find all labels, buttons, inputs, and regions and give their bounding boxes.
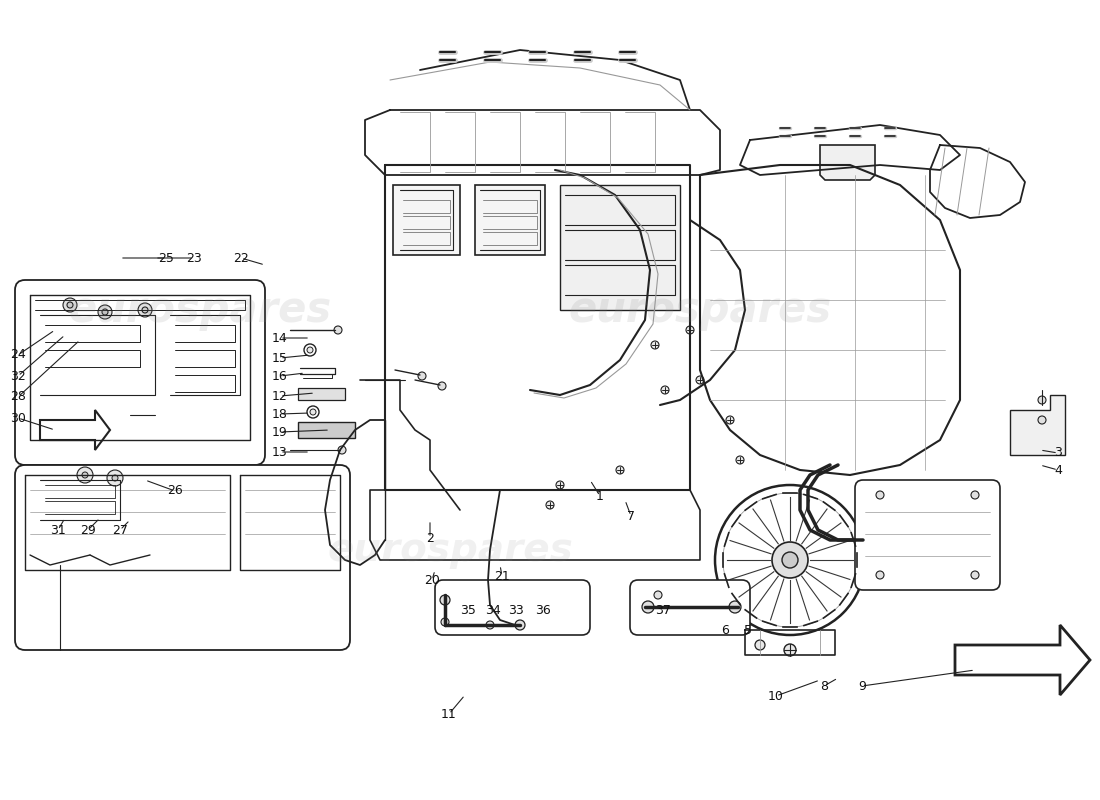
Circle shape	[441, 618, 449, 626]
Circle shape	[98, 305, 112, 319]
Circle shape	[515, 620, 525, 630]
Text: 6: 6	[722, 623, 729, 637]
Circle shape	[654, 591, 662, 599]
Polygon shape	[298, 388, 345, 400]
Text: 21: 21	[494, 570, 510, 582]
Text: 14: 14	[272, 331, 288, 345]
Polygon shape	[40, 410, 110, 450]
Text: 7: 7	[627, 510, 635, 522]
Text: 4: 4	[1054, 463, 1062, 477]
Circle shape	[77, 467, 94, 483]
Text: 31: 31	[51, 523, 66, 537]
Circle shape	[755, 640, 764, 650]
Circle shape	[310, 409, 316, 415]
FancyBboxPatch shape	[855, 480, 1000, 590]
Circle shape	[772, 542, 808, 578]
Text: 22: 22	[233, 251, 249, 265]
Text: eurospares: eurospares	[68, 289, 331, 331]
Circle shape	[784, 644, 796, 656]
Polygon shape	[298, 422, 355, 438]
Text: 13: 13	[272, 446, 288, 458]
Text: 24: 24	[10, 349, 26, 362]
Circle shape	[876, 571, 884, 579]
FancyBboxPatch shape	[630, 580, 750, 635]
Text: 19: 19	[272, 426, 288, 438]
Text: 27: 27	[112, 523, 128, 537]
Circle shape	[715, 485, 865, 635]
Text: 5: 5	[744, 623, 752, 637]
Circle shape	[726, 416, 734, 424]
Circle shape	[82, 472, 88, 478]
Text: 29: 29	[80, 523, 96, 537]
Text: eurospares: eurospares	[569, 289, 832, 331]
Polygon shape	[820, 145, 874, 180]
Text: 36: 36	[535, 603, 551, 617]
Text: eurospares: eurospares	[327, 531, 573, 569]
Circle shape	[112, 475, 118, 481]
Text: 9: 9	[858, 679, 866, 693]
Circle shape	[782, 552, 797, 568]
FancyBboxPatch shape	[434, 580, 590, 635]
Text: 33: 33	[508, 603, 524, 617]
Text: 25: 25	[158, 251, 174, 265]
Circle shape	[107, 470, 123, 486]
Text: 23: 23	[186, 251, 202, 265]
Circle shape	[546, 501, 554, 509]
Text: 8: 8	[820, 679, 828, 693]
Circle shape	[102, 309, 108, 315]
Text: 10: 10	[768, 690, 784, 702]
Polygon shape	[1010, 395, 1065, 455]
Polygon shape	[393, 185, 460, 255]
Polygon shape	[955, 625, 1090, 695]
Circle shape	[696, 376, 704, 384]
Circle shape	[642, 601, 654, 613]
Text: 11: 11	[441, 707, 456, 721]
Text: 34: 34	[485, 603, 501, 617]
Circle shape	[1038, 396, 1046, 404]
Text: 32: 32	[10, 370, 26, 382]
Text: 15: 15	[272, 351, 288, 365]
Circle shape	[138, 303, 152, 317]
Text: 26: 26	[167, 485, 183, 498]
Text: 37: 37	[656, 603, 671, 617]
Text: 12: 12	[272, 390, 288, 402]
Circle shape	[63, 298, 77, 312]
Circle shape	[67, 302, 73, 308]
Circle shape	[971, 571, 979, 579]
Circle shape	[418, 372, 426, 380]
Circle shape	[142, 307, 148, 313]
Circle shape	[338, 446, 346, 454]
Circle shape	[651, 341, 659, 349]
Text: 35: 35	[460, 603, 476, 617]
Circle shape	[1038, 416, 1046, 424]
Circle shape	[686, 326, 694, 334]
Text: 3: 3	[1054, 446, 1062, 459]
Circle shape	[440, 595, 450, 605]
Circle shape	[486, 621, 494, 629]
Polygon shape	[560, 185, 680, 310]
Text: 16: 16	[272, 370, 288, 382]
Text: 18: 18	[272, 407, 288, 421]
Text: 20: 20	[425, 574, 440, 586]
Circle shape	[307, 347, 314, 353]
Circle shape	[556, 481, 564, 489]
Circle shape	[729, 601, 741, 613]
Circle shape	[334, 326, 342, 334]
Text: 30: 30	[10, 411, 26, 425]
FancyBboxPatch shape	[15, 280, 265, 465]
Text: 2: 2	[426, 531, 433, 545]
Polygon shape	[475, 185, 544, 255]
Text: 1: 1	[596, 490, 604, 502]
Circle shape	[971, 491, 979, 499]
Circle shape	[438, 382, 446, 390]
Circle shape	[616, 466, 624, 474]
Circle shape	[876, 491, 884, 499]
Text: 28: 28	[10, 390, 26, 403]
FancyBboxPatch shape	[15, 465, 350, 650]
Circle shape	[736, 456, 744, 464]
Circle shape	[661, 386, 669, 394]
